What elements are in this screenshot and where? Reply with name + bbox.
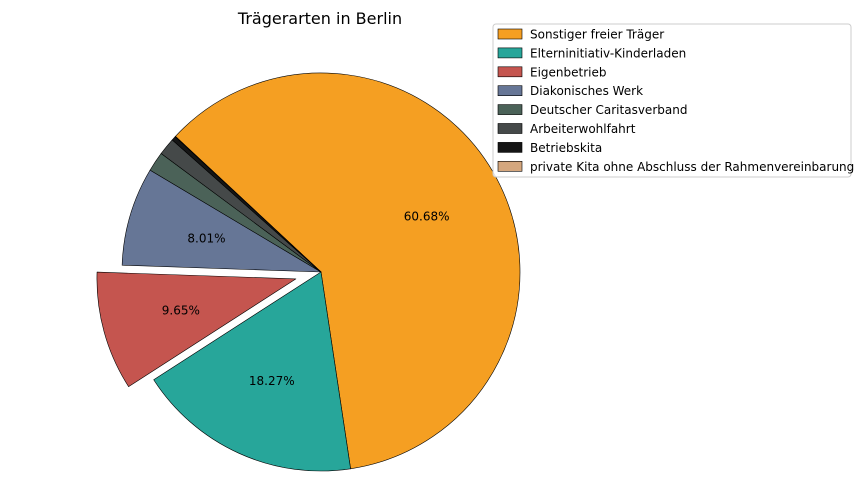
legend-swatch — [497, 104, 523, 115]
pie-slice-private-kita-ohne-abschluss-der-rahmenvereinbarung — [174, 135, 322, 273]
chart-title: Trägerarten in Berlin — [237, 9, 402, 28]
legend-swatch — [497, 142, 523, 153]
legend-swatch — [497, 66, 523, 78]
pie-percent-label: 18.27% — [249, 374, 295, 388]
pie-percent-label: 9.65% — [162, 304, 200, 318]
legend-label: Sonstiger freier Träger — [530, 28, 664, 42]
legend-label: Deutscher Caritasverband — [530, 103, 687, 117]
legend-swatch — [497, 47, 523, 59]
pie-percent-labels: 60.68% 18.27% 9.65% 8.01% — [162, 209, 450, 387]
legend-label: private Kita ohne Abschluss der Rahmenve… — [530, 160, 854, 174]
legend-label: Arbeiterwohlfahrt — [530, 122, 636, 136]
pie-slice-sonstiger-freier-tr-ger — [175, 72, 521, 470]
legend-swatch — [497, 123, 523, 134]
legend-frame — [492, 23, 852, 178]
legend-label: Elterninitiativ-Kinderladen — [530, 46, 686, 60]
pie-percent-label: 8.01% — [187, 231, 225, 245]
legend: Sonstiger freier Träger Elterninitiativ-K… — [492, 23, 854, 178]
pie-slice-elterninitiativ-kinderladen — [153, 271, 351, 472]
legend-swatch — [497, 161, 523, 172]
legend-label: Eigenbetrieb — [530, 65, 607, 79]
legend-label: Betriebskita — [530, 141, 602, 155]
pie-slice-diakonisches-werk — [121, 169, 322, 273]
pie-percent-label: 60.68% — [404, 209, 450, 223]
pie-slices — [96, 72, 521, 472]
legend-label: Diakonisches Werk — [530, 84, 643, 98]
legend-swatch — [497, 28, 523, 40]
legend-swatch — [497, 85, 523, 96]
pie-slice-eigenbetrieb — [96, 271, 297, 387]
